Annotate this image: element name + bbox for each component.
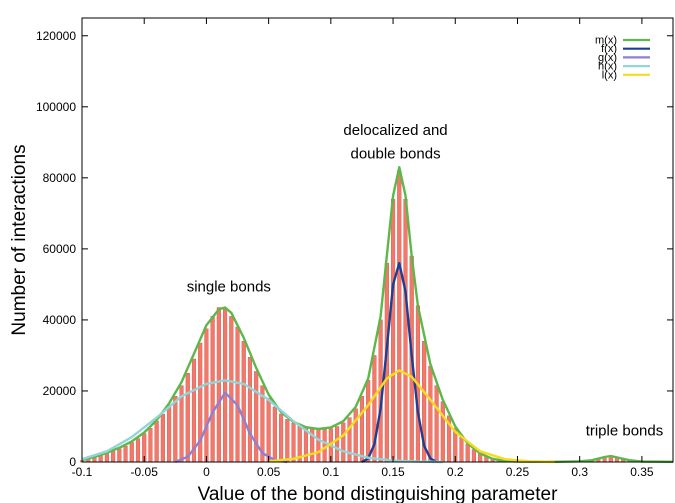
x-tick-label: 0.05: [257, 465, 281, 479]
histogram-bar-33: [285, 419, 290, 463]
histogram-bar-8: [129, 442, 134, 463]
annotations: single bonds delocalized and double bonds t…: [187, 122, 664, 439]
x-tick-label: 0: [203, 465, 210, 479]
y-tick-label: 100000: [36, 100, 76, 114]
histogram-bar-38: [316, 429, 321, 463]
x-tick-label: 0.1: [322, 465, 339, 479]
x-tick-label: 0.15: [381, 465, 405, 479]
histogram-bar-24: [229, 316, 234, 463]
y-tick-label: 40000: [43, 313, 77, 327]
legend-label: f(x): [601, 43, 617, 55]
y-tick-label: 20000: [43, 384, 77, 398]
histogram-bar-62: [465, 444, 470, 463]
histogram-bar-51: [397, 170, 402, 463]
curve-hx: [81, 379, 443, 464]
y-axis: 0 20000 40000 60000 80000 100000 120000: [36, 29, 673, 469]
x-tick-label: 0.25: [506, 465, 530, 479]
histogram-bar-46: [366, 380, 371, 463]
histogram-bar-14: [167, 404, 172, 463]
x-tick-label: -0.1: [72, 465, 93, 479]
histogram-bar-57: [434, 385, 439, 463]
legend: m(x)f(x)g(x)h(x)l(x): [595, 35, 650, 81]
curve-fx: [361, 261, 438, 464]
histogram-bar-58: [440, 401, 445, 463]
annotation-label: delocalized and: [343, 122, 447, 139]
y-tick-label: 80000: [43, 171, 77, 185]
histogram-bar-52: [403, 198, 408, 463]
histogram-bar-63: [471, 449, 476, 463]
x-axis: -0.1 -0.05 0 0.05 0.1 0.15 0.2 0.25 0.3 0.35: [72, 18, 654, 479]
histogram-bar-7: [123, 445, 128, 463]
legend-label: m(x): [595, 35, 617, 47]
annotation-label: triple bonds: [586, 422, 664, 439]
curve-lx: [268, 369, 555, 464]
histogram-bar-27: [247, 357, 253, 463]
x-tick-label: 0.3: [571, 465, 588, 479]
histogram-bar-30: [266, 397, 271, 463]
histogram-bar-21: [210, 316, 215, 463]
x-tick-label: 0.35: [630, 465, 654, 479]
histogram-bar-23: [223, 309, 228, 463]
histogram-bar-61: [459, 436, 464, 463]
histogram-bar-42: [341, 422, 346, 463]
legend-label: l(x): [602, 69, 617, 81]
histogram-bar-34: [291, 422, 296, 463]
histogram-bar-28: [254, 371, 259, 463]
histogram-bar-17: [185, 373, 190, 463]
histogram-bar-45: [359, 396, 365, 463]
legend-label: h(x): [598, 61, 617, 73]
x-tick-label: 0.2: [447, 465, 464, 479]
histogram-bar-12: [154, 420, 159, 463]
histogram-bar-6: [117, 448, 122, 463]
histogram-bar-25: [235, 326, 240, 463]
y-tick-label: 60000: [43, 242, 77, 256]
histogram-bar-13: [160, 413, 165, 463]
y-axis-title: Number of interactions: [9, 144, 30, 335]
x-tick-label: -0.05: [131, 465, 159, 479]
plot-frame: [81, 17, 674, 463]
histogram-bar-41: [334, 426, 340, 463]
histogram-bar-11: [148, 428, 153, 463]
histogram-bar-43: [347, 417, 352, 463]
histogram-bar-9: [135, 438, 141, 463]
histogram-bar-22: [216, 307, 221, 463]
annotation-label: double bonds: [350, 145, 440, 162]
annotation-label: single bonds: [187, 279, 271, 296]
legend-label: g(x): [598, 52, 617, 64]
histogram-bar-4: [104, 453, 109, 463]
histogram-bar-15: [173, 396, 178, 463]
histogram-bars: [79, 170, 669, 463]
histogram-bar-5: [111, 451, 116, 463]
histogram-bar-20: [204, 328, 209, 463]
histogram-bar-32: [279, 413, 284, 463]
y-tick-label: 120000: [36, 29, 76, 43]
y-tick-label: 0: [69, 455, 76, 469]
histogram-bar-31: [272, 406, 277, 463]
histogram-bar-26: [241, 341, 246, 463]
x-axis-title: Value of the bond distinguishing paramet…: [198, 484, 559, 503]
histogram-bar-56: [428, 365, 433, 463]
histogram-bar-50: [390, 198, 396, 463]
